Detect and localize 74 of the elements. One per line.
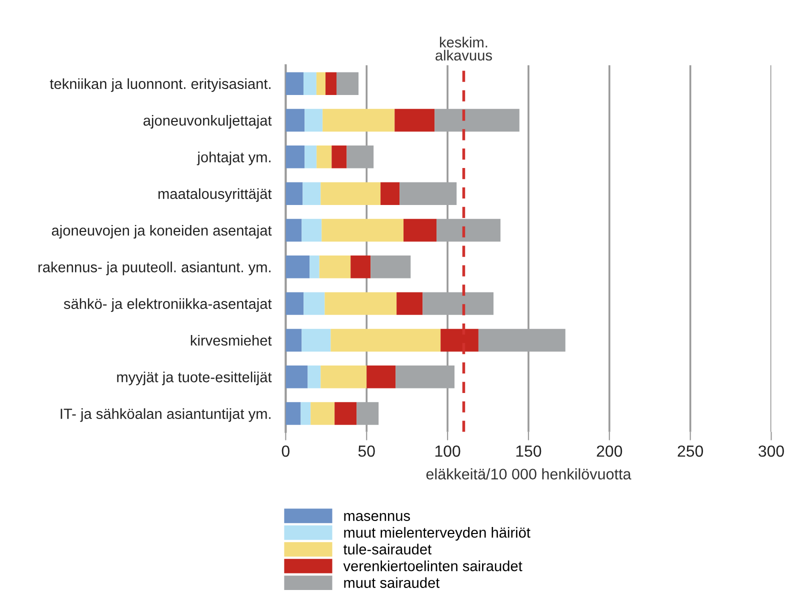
bar	[334, 402, 357, 425]
bar	[394, 108, 435, 132]
bar	[286, 256, 310, 278]
legend-label: muut sairaudet	[344, 577, 440, 588]
legend-label: verenkiertoelinten sairaudet	[343, 560, 522, 572]
x-tick-label: 50	[358, 445, 375, 457]
bar	[319, 256, 351, 278]
bar	[370, 256, 411, 278]
bar	[286, 218, 302, 242]
bar	[286, 108, 305, 132]
bar	[286, 402, 301, 425]
bar	[310, 256, 320, 278]
bar	[396, 366, 454, 388]
bar	[380, 182, 400, 205]
bar	[332, 146, 347, 168]
bar	[326, 72, 337, 95]
bar	[320, 182, 381, 205]
bar	[422, 292, 494, 315]
legend-label: masennus	[344, 513, 410, 522]
bar	[304, 146, 317, 168]
bar	[366, 366, 396, 388]
x-tick-label: 0	[282, 445, 290, 457]
x-tick-label: 100	[435, 445, 460, 457]
bar	[324, 292, 397, 315]
bar	[286, 366, 308, 388]
bar	[478, 328, 566, 352]
y-tick-label: sähkö- ja elektroniikka-asentajat	[64, 298, 272, 312]
bar	[302, 218, 322, 242]
bar	[286, 292, 304, 315]
bar	[434, 108, 520, 132]
bar	[322, 108, 395, 132]
bar	[302, 182, 321, 205]
x-tick-label: 300	[758, 445, 784, 457]
y-tick-label: maatalousyrittäjät	[158, 188, 272, 202]
bar	[330, 328, 441, 352]
x-tick-label: 200	[596, 445, 622, 457]
x-tick-label: 150	[516, 445, 542, 457]
y-tick-label: ajoneuvojen ja koneiden asentajat	[52, 224, 272, 239]
y-tick-label: kirvesmiehet	[190, 334, 272, 346]
legend-label: tule-sairaudet	[343, 544, 432, 554]
bar	[400, 182, 457, 205]
bar	[320, 366, 367, 388]
bar	[286, 72, 304, 95]
bar	[396, 292, 423, 315]
y-tick-label: johtajat ym.	[196, 152, 270, 166]
y-tick-label: IT- ja sähköalan asiantuntijat ym.	[60, 408, 270, 422]
bar	[316, 72, 326, 95]
bar	[322, 218, 404, 242]
bar	[286, 182, 303, 205]
bar	[336, 72, 359, 95]
y-tick-label: tekniikan ja luonnont. erityisasiant.	[50, 78, 270, 92]
bar	[350, 256, 371, 278]
bar	[310, 402, 335, 425]
legend-label: muut mielenterveyden häiriöt	[344, 527, 530, 541]
bar	[308, 366, 321, 388]
x-tick-label: 250	[678, 445, 704, 457]
y-tick-label: myyjät ja tuote-esittelijät	[117, 372, 272, 386]
y-tick-label: rakennus- ja puuteoll. asiantunt. ym.	[38, 262, 270, 276]
bar	[304, 292, 325, 315]
bar	[316, 146, 332, 168]
bar	[346, 146, 374, 168]
bar	[300, 402, 311, 425]
bar	[404, 218, 437, 242]
x-axis-title: eläkkeitä/10 000 henkilövuotta	[426, 468, 632, 480]
bar	[286, 328, 302, 352]
bar	[286, 146, 305, 168]
bar	[302, 328, 331, 352]
bar	[440, 328, 478, 352]
y-tick-label: ajoneuvonkuljettajat	[144, 114, 272, 129]
bar	[436, 218, 500, 242]
ref-line-label: keskim. alkavuus	[436, 36, 492, 61]
bar	[304, 108, 323, 132]
bar	[303, 72, 316, 95]
bar	[356, 402, 379, 425]
